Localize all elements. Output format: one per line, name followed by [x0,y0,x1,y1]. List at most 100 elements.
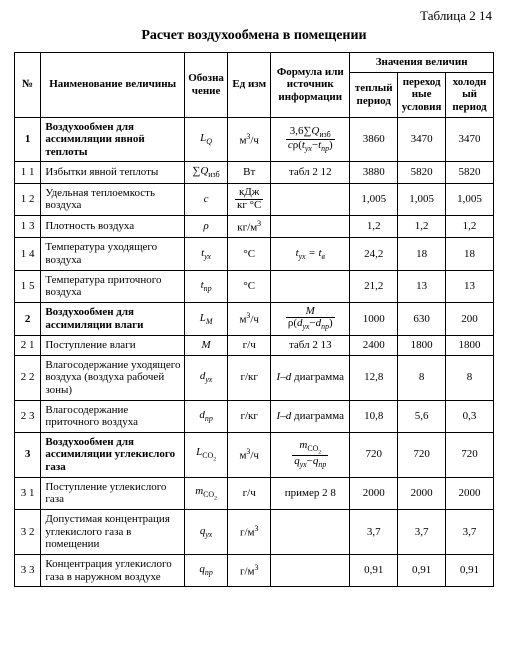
table-row: 3 2Допустимая концентрация углекислого г… [15,510,494,555]
row-name: Влагосодержание приточного воздуха [41,400,185,432]
header-cold: холодный период [446,72,494,117]
table-row: 1 2Удельная теплоемкость воздухаcкДжкг °… [15,183,494,215]
row-symbol: ρ [185,216,228,238]
header-name: Наименование величины [41,53,185,118]
header-symbol: Обозначение [185,53,228,118]
row-name: Воздухообмен для ассимиляции углекислого… [41,432,185,477]
row-number: 2 2 [15,355,41,400]
header-warm: теплый период [350,72,398,117]
row-value-warm: 1000 [350,302,398,335]
table-row: 2 1Поступление влагиMг/чтабл 2 132400180… [15,335,494,355]
row-source: Mρ(dух−dпр) [271,302,350,335]
row-source: пример 2 8 [271,477,350,509]
row-unit: кг/м3 [228,216,271,238]
row-unit: кДжкг °С [228,183,271,215]
row-number: 1 1 [15,162,41,183]
table-row: 1 1Избытки явной теплоты∑QизбВттабл 2 12… [15,162,494,183]
row-source: 3,6∑Qизбcρ(tух−tпр) [271,117,350,162]
row-value-cold: 1,2 [446,216,494,238]
row-value-trans: 2000 [398,477,446,509]
row-value-cold: 1800 [446,335,494,355]
row-unit: г/м3 [228,510,271,555]
row-symbol: LM [185,302,228,335]
row-symbol: dпр [185,400,228,432]
row-name: Избытки явной теплоты [41,162,185,183]
row-value-warm: 2000 [350,477,398,509]
row-unit: г/м3 [228,554,271,586]
row-unit: °С [228,238,271,270]
row-value-warm: 10,8 [350,400,398,432]
row-name: Концентрация углекислого газа в наружном… [41,554,185,586]
row-symbol: ∑Qизб [185,162,228,183]
row-value-trans: 0,91 [398,554,446,586]
calculation-table: № Наименование величины Обозначение Ед и… [14,52,494,587]
row-name: Влагосодержание уходящего воздуха (возду… [41,355,185,400]
row-value-trans: 1,2 [398,216,446,238]
row-unit: Вт [228,162,271,183]
row-name: Плотность воздуха [41,216,185,238]
row-unit: г/ч [228,477,271,509]
row-value-cold: 18 [446,238,494,270]
row-symbol: c [185,183,228,215]
row-value-cold: 0,91 [446,554,494,586]
row-symbol: mCO2 [185,477,228,509]
row-name: Температура уходящего воздуха [41,238,185,270]
row-source: табл 2 12 [271,162,350,183]
row-value-warm: 720 [350,432,398,477]
row-value-trans: 13 [398,270,446,302]
row-source: табл 2 13 [271,335,350,355]
row-name: Воздухообмен для ассимиляции влаги [41,302,185,335]
row-unit: м3/ч [228,432,271,477]
row-value-warm: 3880 [350,162,398,183]
table-row: 2 3Влагосодержание приточного воздухаdпр… [15,400,494,432]
row-number: 1 4 [15,238,41,270]
row-value-trans: 3,7 [398,510,446,555]
table-row: 1 5Температура приточного воздухаtпр°С21… [15,270,494,302]
row-source [271,183,350,215]
row-symbol: qпр [185,554,228,586]
row-number: 1 3 [15,216,41,238]
row-value-trans: 720 [398,432,446,477]
row-number: 1 [15,117,41,162]
row-value-warm: 0,91 [350,554,398,586]
row-number: 3 1 [15,477,41,509]
row-value-cold: 720 [446,432,494,477]
header-unit: Ед изм [228,53,271,118]
page-title: Расчет воздухообмена в помещении [14,28,494,44]
row-number: 1 5 [15,270,41,302]
row-symbol: tпр [185,270,228,302]
row-name: Поступление углекислого газа [41,477,185,509]
row-value-cold: 1,005 [446,183,494,215]
row-source: mCO2qух−qпр [271,432,350,477]
row-name: Удельная теплоемкость воздуха [41,183,185,215]
row-number: 3 [15,432,41,477]
row-number: 3 2 [15,510,41,555]
row-symbol: tух [185,238,228,270]
table-label: Таблица 2 14 [14,8,492,24]
row-value-warm: 12,8 [350,355,398,400]
row-unit: г/кг [228,355,271,400]
header-source: Формула или источник информации [271,53,350,118]
row-value-warm: 24,2 [350,238,398,270]
row-value-trans: 1,005 [398,183,446,215]
row-number: 3 3 [15,554,41,586]
table-row: 3Воздухообмен для ассимиляции углекислог… [15,432,494,477]
row-value-warm: 1,2 [350,216,398,238]
row-number: 2 [15,302,41,335]
table-row: 3 1Поступление углекислого газаmCO2г/чпр… [15,477,494,509]
row-source [271,216,350,238]
row-unit: м3/ч [228,117,271,162]
row-number: 2 1 [15,335,41,355]
row-value-warm: 2400 [350,335,398,355]
row-number: 2 3 [15,400,41,432]
header-values-group: Значения величин [350,53,494,73]
row-value-trans: 630 [398,302,446,335]
row-value-cold: 0,3 [446,400,494,432]
row-symbol: dух [185,355,228,400]
row-source: tух = tв [271,238,350,270]
table-row: 1Воздухообмен для ассимиляции явной тепл… [15,117,494,162]
table-row: 2 2Влагосодержание уходящего воздуха (во… [15,355,494,400]
row-unit: м3/ч [228,302,271,335]
row-number: 1 2 [15,183,41,215]
row-source [271,270,350,302]
